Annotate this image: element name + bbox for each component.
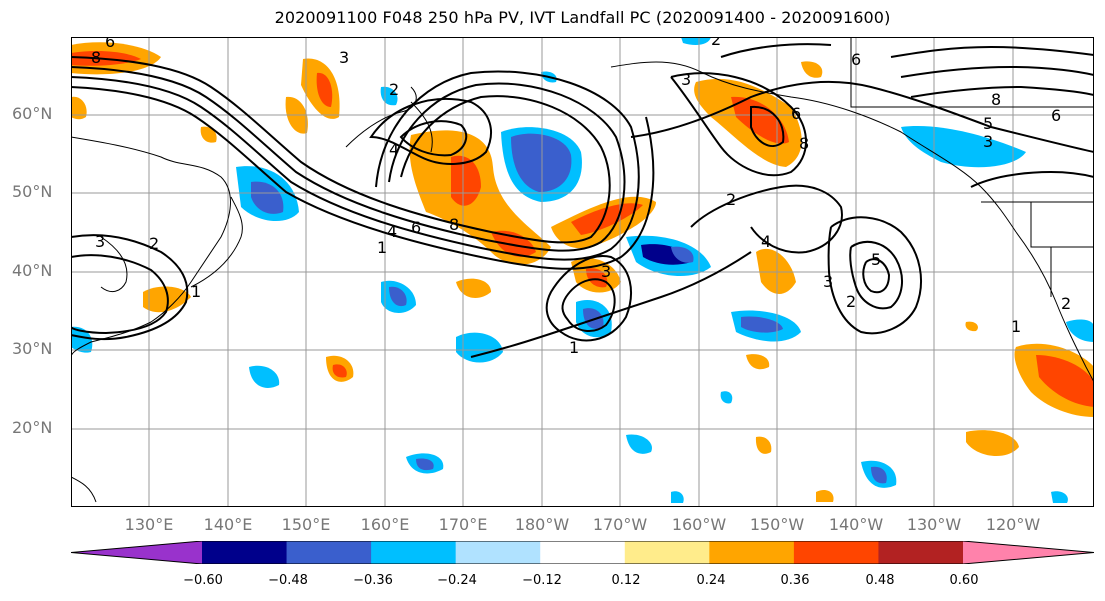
- colorbar-segment: [202, 541, 288, 564]
- coastlines: [71, 37, 1094, 503]
- lat-label-20n: 20°N: [12, 418, 53, 437]
- lon-label-120w: 120°W: [985, 515, 1041, 534]
- contour-label: 8: [91, 48, 101, 67]
- colorbar-segment: [455, 541, 541, 564]
- colorbar-segment: [878, 541, 964, 564]
- lat-label-50n: 50°N: [12, 182, 53, 201]
- contour-label: 8: [449, 215, 459, 234]
- lon-label-130e: 130°E: [124, 515, 174, 534]
- colorbar-segment: [709, 541, 795, 564]
- contour-label: 1: [191, 282, 201, 301]
- lon-label-150e: 150°E: [281, 515, 331, 534]
- colorbar-segment: [793, 541, 879, 564]
- contour-label: 3: [339, 48, 349, 67]
- contour-label: 4: [761, 232, 771, 251]
- colorbar-tick: −0.48: [268, 573, 308, 588]
- colorbar-segment: [624, 541, 710, 564]
- colorbar-tick: 0.36: [780, 573, 810, 588]
- contour-label: 2: [1061, 294, 1071, 313]
- lon-label-170w: 170°W: [592, 515, 648, 534]
- colorbar-tick: −0.60: [183, 573, 223, 588]
- contour-label: 1: [569, 338, 579, 357]
- contour-label: 4: [387, 222, 397, 241]
- lon-label-140e: 140°E: [203, 515, 253, 534]
- colorbar-tick: 0.12: [611, 573, 641, 588]
- contour-label: 3: [681, 70, 691, 89]
- ivt-contours: [71, 43, 1094, 358]
- contour-label: 8: [991, 90, 1001, 109]
- contour-label: 6: [851, 50, 861, 69]
- colorbar-tick: 0.24: [696, 573, 726, 588]
- contour-label: 2: [846, 292, 856, 311]
- contour-label: 8: [799, 134, 809, 153]
- contour-label: 3: [601, 262, 611, 281]
- lon-label-160e: 160°E: [360, 515, 410, 534]
- contour-labels: 6 8 3 2 4 6 8 2 3 6 8 5 6 3 6 8 1 4 2 3 …: [91, 37, 1071, 357]
- contour-label: 6: [791, 104, 801, 123]
- colorbar: [71, 541, 1094, 564]
- contour-label: 2: [726, 190, 736, 209]
- lon-label-180w: 180°W: [514, 515, 570, 534]
- lon-label-140w: 140°W: [828, 515, 884, 534]
- colorbar-tick: −0.36: [353, 573, 393, 588]
- map-title: 2020091100 F048 250 hPa PV, IVT Landfall…: [274, 8, 891, 27]
- colorbar-tick: 0.60: [949, 573, 979, 588]
- contour-label: 2: [711, 37, 721, 49]
- colorbar-extend-low: [71, 541, 202, 564]
- lat-label-40n: 40°N: [12, 261, 53, 280]
- contour-label: 5: [983, 114, 993, 133]
- colorbar-segment: [286, 541, 372, 564]
- colorbar-tick: −0.24: [437, 573, 477, 588]
- colorbar-extend-high: [963, 541, 1094, 564]
- colorbar-tick: −0.12: [522, 573, 562, 588]
- contour-label: 3: [823, 272, 833, 291]
- contour-label: 5: [871, 250, 881, 269]
- colorbar-tick: 0.48: [865, 573, 895, 588]
- contour-label: 1: [1011, 317, 1021, 336]
- contour-label: 3: [983, 132, 993, 151]
- contour-label: 6: [411, 218, 421, 237]
- lon-label-160w: 160°W: [671, 515, 727, 534]
- lon-label-130w: 130°W: [906, 515, 962, 534]
- lat-label-30n: 30°N: [12, 339, 53, 358]
- map-panel: 6 8 3 2 4 6 8 2 3 6 8 5 6 3 6 8 1 4 2 3 …: [71, 37, 1094, 507]
- lon-label-150w: 150°W: [749, 515, 805, 534]
- contour-label: 6: [105, 37, 115, 51]
- contour-label: 1: [377, 238, 387, 257]
- lat-label-60n: 60°N: [12, 104, 53, 123]
- contour-label: 4: [389, 140, 399, 159]
- contour-label: 3: [95, 232, 105, 251]
- colorbar-segment: [371, 541, 457, 564]
- graticule: [71, 37, 1094, 507]
- contour-label: 2: [389, 80, 399, 99]
- colorbar-segment: [540, 541, 626, 564]
- contour-label: 2: [149, 234, 159, 253]
- lon-label-170e: 170°E: [438, 515, 488, 534]
- contour-label: 6: [1051, 106, 1061, 125]
